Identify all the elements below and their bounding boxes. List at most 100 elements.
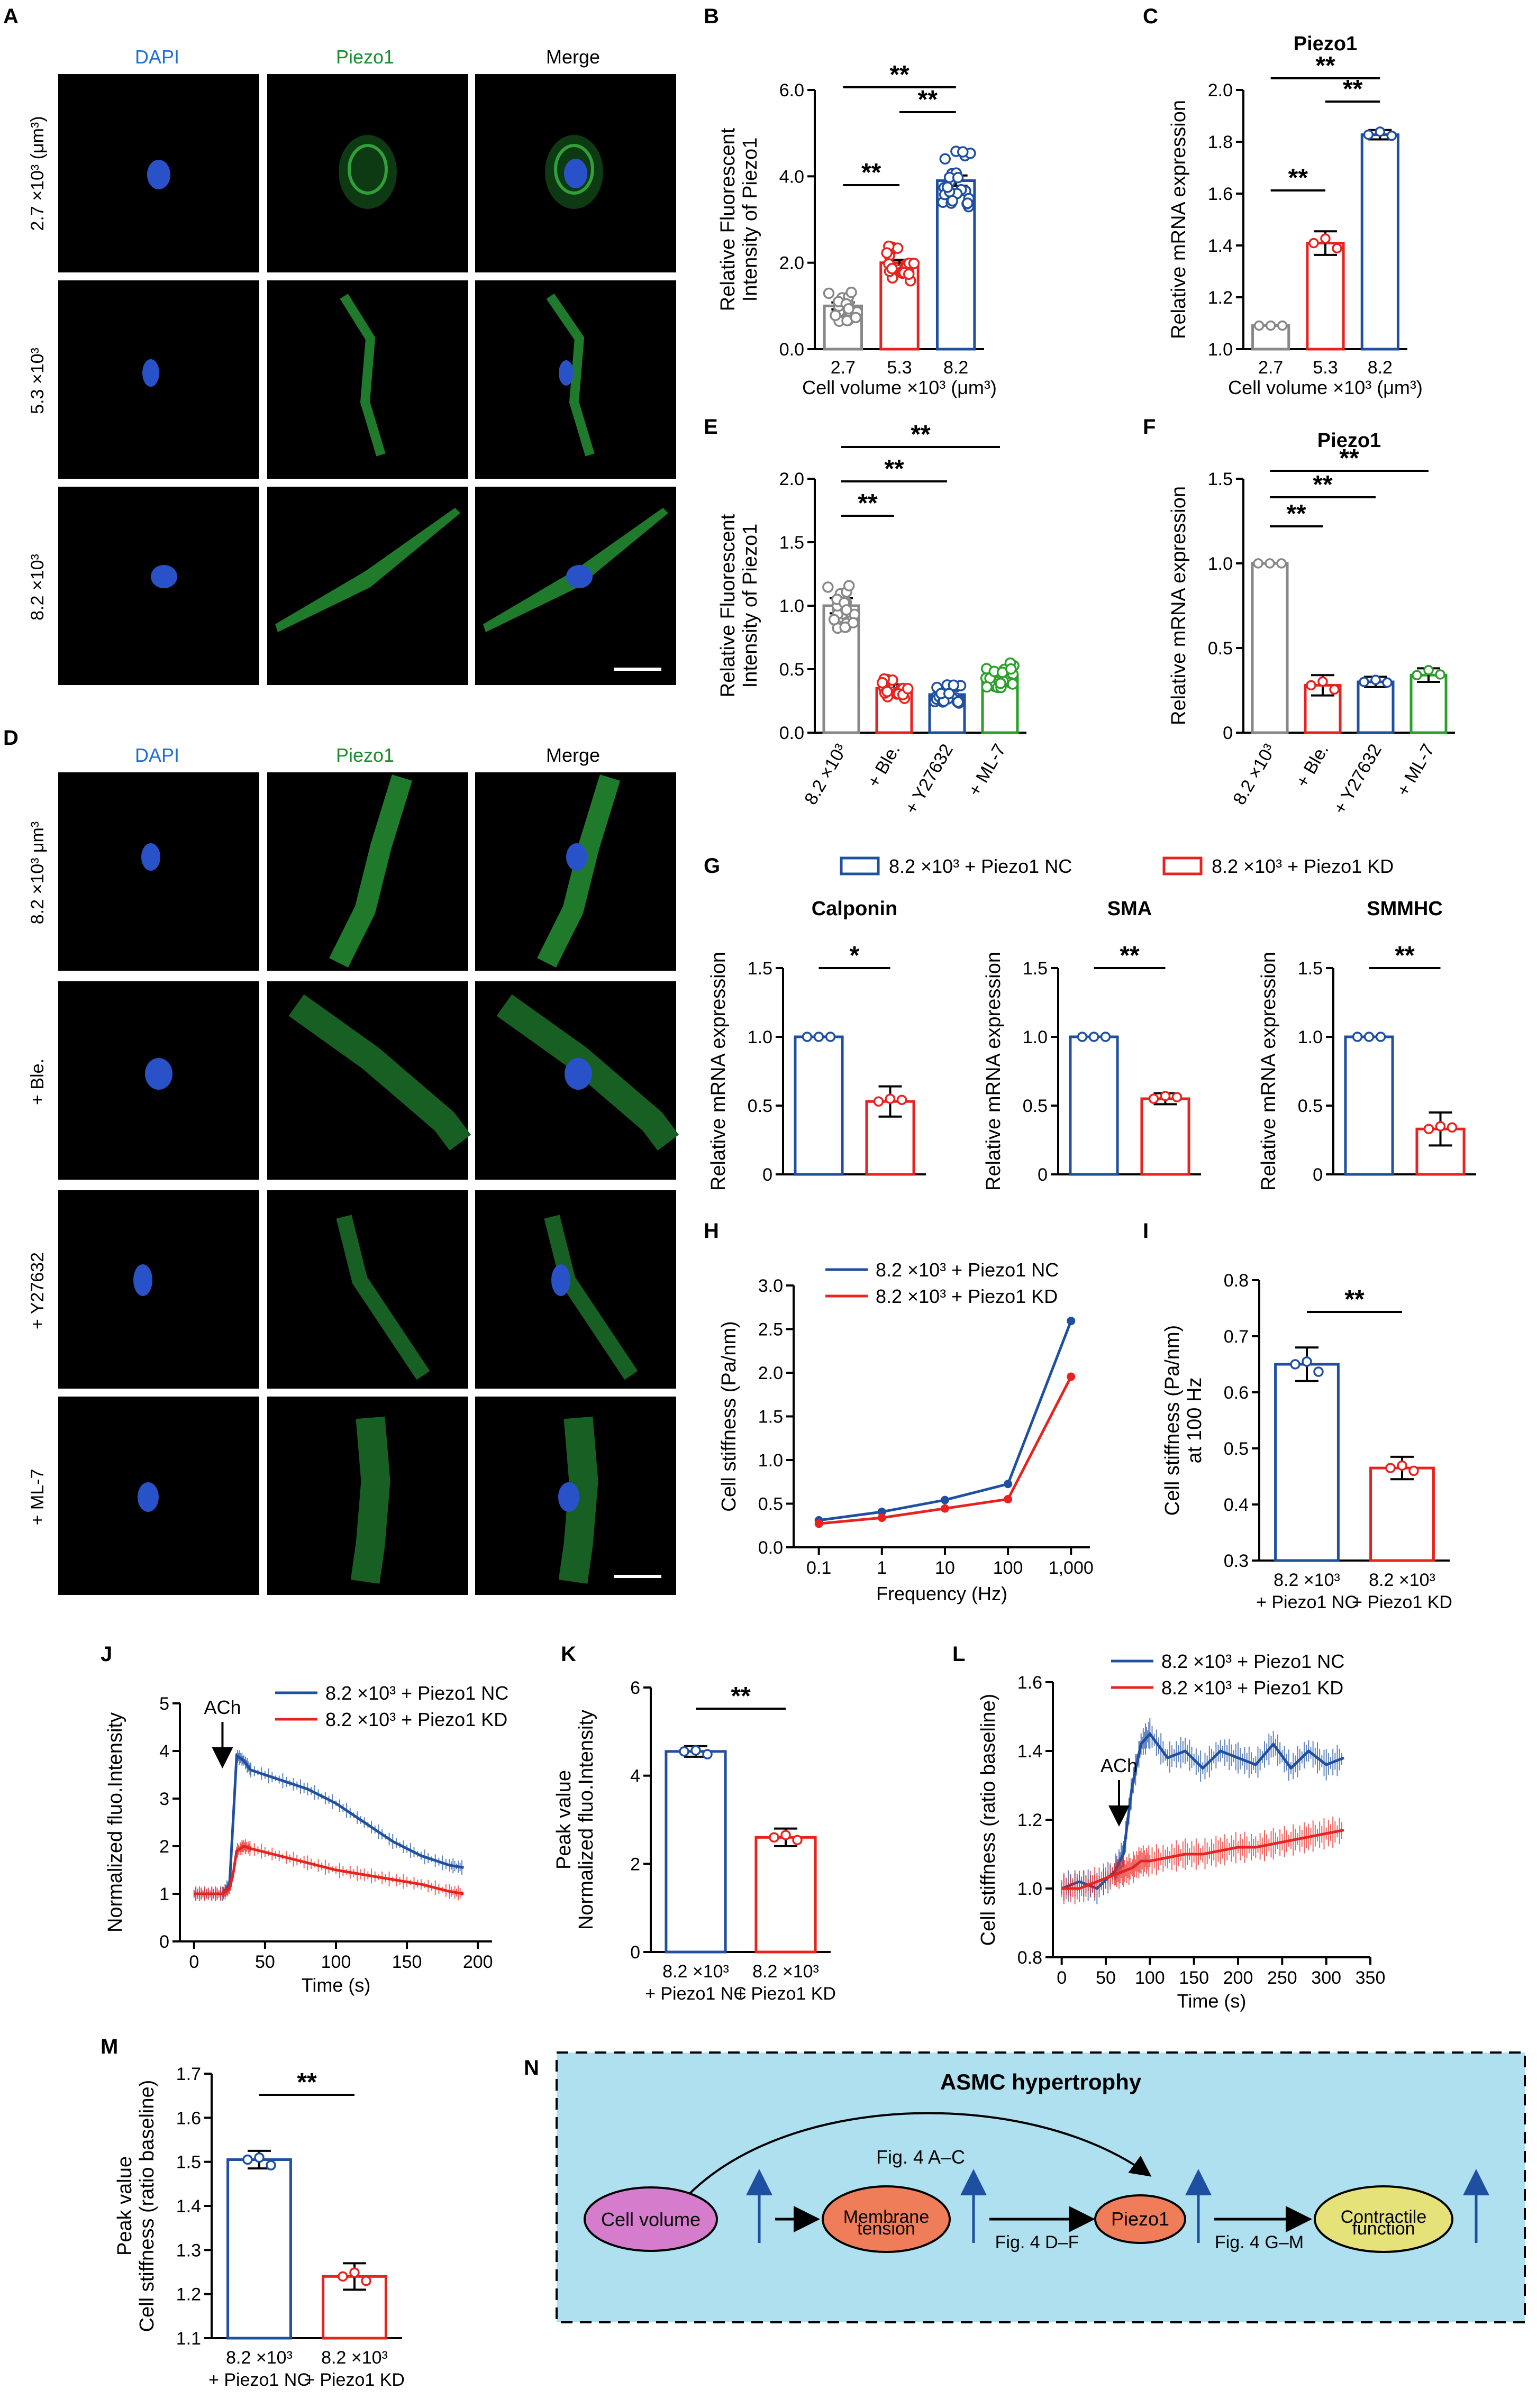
chart-e: E 0.0 0.5 1.0 1.5 2.0 Relative Fluorescent Inte… <box>704 415 1026 817</box>
data-point <box>1171 1092 1183 1102</box>
y-tick-label: 1.4 <box>1017 1741 1042 1762</box>
y-tick-label: 0 <box>1038 1165 1048 1185</box>
y-tick-label: 1.5 <box>1298 959 1323 979</box>
data-point <box>908 258 920 269</box>
legend-label: 8.2 ×10³ + Piezo1 KD <box>876 1285 1058 1307</box>
data-point <box>702 1749 713 1759</box>
arrow-label-a-c: Fig. 4 A–C <box>876 2146 965 2168</box>
y-tick-label: 1.8 <box>1208 132 1233 152</box>
nucleus <box>142 359 159 387</box>
significance-marker: ** <box>918 86 938 114</box>
chart-title: Piezo1 <box>1294 33 1357 55</box>
annotation-ach: ACh <box>204 1696 241 1718</box>
bar <box>1357 680 1395 734</box>
nucleus <box>141 843 160 871</box>
data-point <box>1317 676 1328 687</box>
legend-label: 8.2 ×10³ + Piezo1 NC <box>876 1259 1059 1281</box>
y-tick-label: 0.0 <box>779 723 804 743</box>
data-point <box>1088 1032 1099 1042</box>
x-tick-label: 50 <box>255 1952 275 1972</box>
series-line <box>1061 1829 1344 1890</box>
data-point <box>349 2267 360 2278</box>
bar <box>1344 1035 1394 1176</box>
col-header-merge: Merge <box>546 744 600 766</box>
y-tick-label: 0.6 <box>1224 1383 1249 1403</box>
y-tick-label: 3.0 <box>758 1276 783 1296</box>
y-tick-label: 1.5 <box>779 533 804 553</box>
data-point <box>1100 1032 1111 1042</box>
x-tick-label: 150 <box>392 1952 422 1972</box>
y-tick-label: 0.3 <box>1224 1551 1249 1571</box>
y-tick-label: 0.0 <box>758 1538 783 1558</box>
chart-k: K 0 2 4 6 Peak value Normalized fluo.Intensity… <box>553 1643 836 2004</box>
cell-body <box>558 1416 598 1584</box>
legend-label: 8.2 ×10³ + Piezo1 KD <box>325 1709 507 1730</box>
x-tick-label: 8.2 ×10³ <box>226 2348 293 2368</box>
data-point <box>1320 233 1331 244</box>
y-tick-label: 0.5 <box>1023 1096 1048 1116</box>
nucleus <box>551 1264 570 1296</box>
significance-marker: ** <box>731 1682 751 1710</box>
data-point <box>873 1096 884 1107</box>
y-tick-label: 4 <box>159 1741 169 1762</box>
data-point <box>1067 1317 1076 1326</box>
x-tick-label: 8.2 ×10³ <box>662 1962 729 1982</box>
annotation-ach: ACh <box>1101 1755 1138 1776</box>
nucleus <box>138 1482 159 1512</box>
significance-marker: ** <box>911 421 931 449</box>
y-tick-label: 2 <box>159 1837 169 1857</box>
data-point <box>1004 1494 1013 1503</box>
micrograph <box>58 1190 259 1389</box>
nucleus <box>565 1058 592 1090</box>
nucleus <box>145 1058 172 1090</box>
cell-body <box>329 774 413 968</box>
bar <box>1306 242 1345 351</box>
data-point <box>939 153 951 165</box>
node-cell-volume-label: Cell volume <box>601 2209 701 2230</box>
data-point <box>903 268 915 280</box>
bar <box>1369 1466 1435 1562</box>
row-label-5-3: 5.3 ×10³ <box>28 348 48 414</box>
panel-label-j: J <box>101 1643 112 1666</box>
y-tick-label: 0 <box>1223 723 1233 743</box>
y-tick-label: 1.0 <box>1017 1879 1042 1899</box>
y-axis-label: Cell stiffness (Pa/nm) <box>1161 1325 1184 1516</box>
col-header-piezo1: Piezo1 <box>336 744 394 766</box>
data-point <box>1253 558 1263 569</box>
chart-title: Piezo1 <box>1317 430 1381 452</box>
panel-label-m: M <box>101 2035 118 2058</box>
data-point <box>942 181 953 193</box>
nucleus <box>151 565 177 588</box>
significance-marker: * <box>850 942 860 970</box>
chart-g3: 0 0.5 1.0 1.5 Relative mRNA expression SMMHC *… <box>1258 898 1476 1191</box>
y-tick-label: 0.5 <box>1224 1439 1249 1459</box>
legend-label-kd: 8.2 ×10³ + Piezo1 KD <box>1212 855 1394 877</box>
chart-i: I 0.3 0.4 0.5 0.6 0.7 0.8 Cell stiffness (Pa/nm… <box>1143 1219 1452 1612</box>
data-point <box>769 1832 779 1843</box>
x-tick-label: 0.1 <box>806 1558 831 1578</box>
y-axis-label: Normalized fluo.Intensity <box>104 1712 126 1932</box>
row-label-8-2: 8.2 ×10³ <box>28 554 48 621</box>
cell-signal <box>554 144 594 195</box>
data-point <box>1435 1121 1446 1132</box>
data-point <box>1435 669 1445 680</box>
x-tick-label: + ML-7 <box>1393 741 1439 799</box>
cell-body <box>544 1215 638 1380</box>
data-point <box>957 146 969 158</box>
data-point <box>814 1519 823 1528</box>
significance-marker: ** <box>1315 52 1335 80</box>
cell-body <box>275 508 460 632</box>
panel-a-images <box>58 74 676 685</box>
data-point <box>876 677 888 689</box>
data-point <box>1412 670 1422 680</box>
col-header-dapi: DAPI <box>135 744 179 766</box>
row-label-control: 8.2 ×10³ μm³ <box>28 822 48 924</box>
arrow-label-d-f: Fig. 4 D–F <box>995 2232 1079 2252</box>
bar <box>754 1836 817 1954</box>
legend-label: 8.2 ×10³ + Piezo1 KD <box>1161 1677 1343 1699</box>
y-axis-label: Peak value <box>553 1770 575 1869</box>
panel-label-n: N <box>524 2056 539 2079</box>
data-point <box>850 312 862 323</box>
data-point <box>845 286 857 298</box>
data-point <box>896 1094 907 1105</box>
